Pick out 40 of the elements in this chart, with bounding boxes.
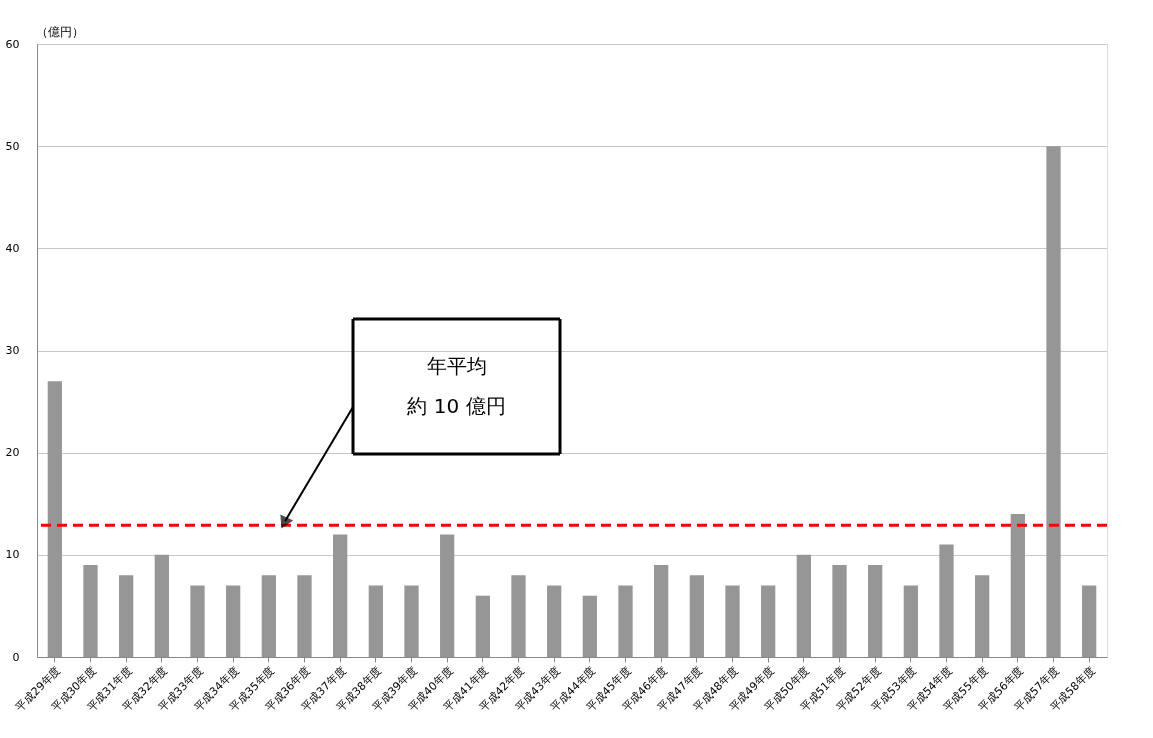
bar [796, 554, 811, 657]
bar [939, 544, 954, 657]
bar [261, 575, 276, 657]
y-tick-label: 10 [5, 548, 20, 562]
bar [226, 585, 241, 657]
bar [475, 595, 490, 657]
bar [83, 565, 98, 657]
annotation: 年平均 [426, 353, 487, 378]
bar [297, 575, 312, 657]
y-tick-label: 30 [5, 344, 20, 357]
bar [333, 534, 348, 657]
bar [868, 565, 883, 657]
y-tick-label: 50 [5, 139, 20, 153]
bar [368, 585, 383, 657]
bar [1046, 146, 1061, 657]
bar [618, 585, 633, 657]
bar [404, 585, 419, 657]
bar [119, 575, 134, 657]
y-tick-label: 40 [5, 241, 20, 255]
annotation: 約 10 億円 [407, 393, 506, 418]
bar [725, 585, 740, 657]
bar [832, 565, 847, 657]
bar [154, 554, 169, 657]
bar [1010, 513, 1025, 657]
y-tick-label: 20 [5, 446, 20, 460]
y-axis-title: （億円） [35, 24, 84, 39]
bar [440, 534, 455, 657]
bar [689, 575, 704, 657]
bar [190, 585, 205, 657]
bar [1082, 585, 1097, 657]
y-tick-label: 60 [5, 37, 20, 51]
bar [761, 585, 776, 657]
y-tick-label: 0 [12, 650, 20, 664]
bar [582, 595, 597, 657]
bar [547, 585, 562, 657]
bar [975, 575, 990, 657]
bar [47, 381, 62, 657]
bar [654, 565, 669, 657]
bar [511, 575, 526, 657]
bar [903, 585, 918, 657]
